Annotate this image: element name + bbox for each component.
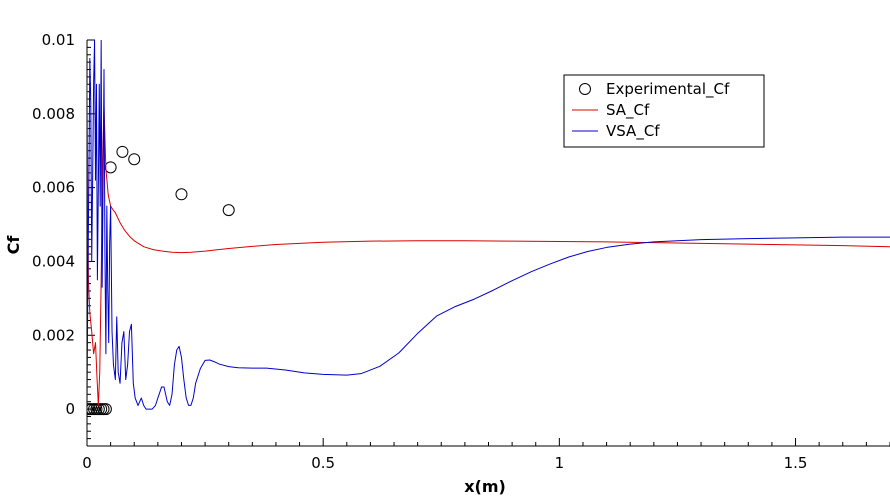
y-tick-label: 0 (65, 400, 75, 418)
x-tick-label: 0 (82, 454, 92, 472)
plot-area (87, 40, 890, 416)
legend-swatch-experimental-cf (579, 83, 591, 95)
data-point-experimental-cf (104, 161, 117, 174)
data-point-experimental-cf (128, 153, 141, 166)
axes: 0 0.5 1 1.5 0 0.002 0.004 0.006 0.008 0.01 (32, 31, 890, 472)
y-axis-label: Cf (4, 235, 23, 255)
x-tick-label: 1 (555, 454, 565, 472)
data-point-experimental-cf (87, 403, 93, 416)
legend-label-experimental-cf: Experimental_Cf (606, 80, 730, 99)
y-tick-label: 0.01 (42, 31, 75, 49)
x-tick-label: 0.5 (311, 454, 335, 472)
legend-label-vsa-cf: VSA_Cf (606, 122, 660, 141)
data-point-experimental-cf (222, 204, 235, 217)
legend: Experimental_Cf SA_Cf VSA_Cf (563, 74, 765, 148)
y-tick-label: 0.008 (32, 105, 75, 123)
data-point-experimental-cf (175, 188, 188, 201)
y-tick-label: 0.006 (32, 179, 75, 197)
y-tick-label: 0.002 (32, 326, 75, 344)
data-point-experimental-cf (99, 403, 112, 416)
legend-label-sa-cf: SA_Cf (606, 101, 650, 120)
y-tick-label: 0.004 (32, 252, 75, 270)
x-axis-label: x(m) (464, 477, 506, 496)
data-point-experimental-cf (116, 145, 129, 158)
legend-box (563, 74, 765, 148)
series-sa-cf-line (87, 84, 890, 406)
x-tick-label: 1.5 (784, 454, 808, 472)
series-vsa-cf-line (87, 40, 890, 410)
